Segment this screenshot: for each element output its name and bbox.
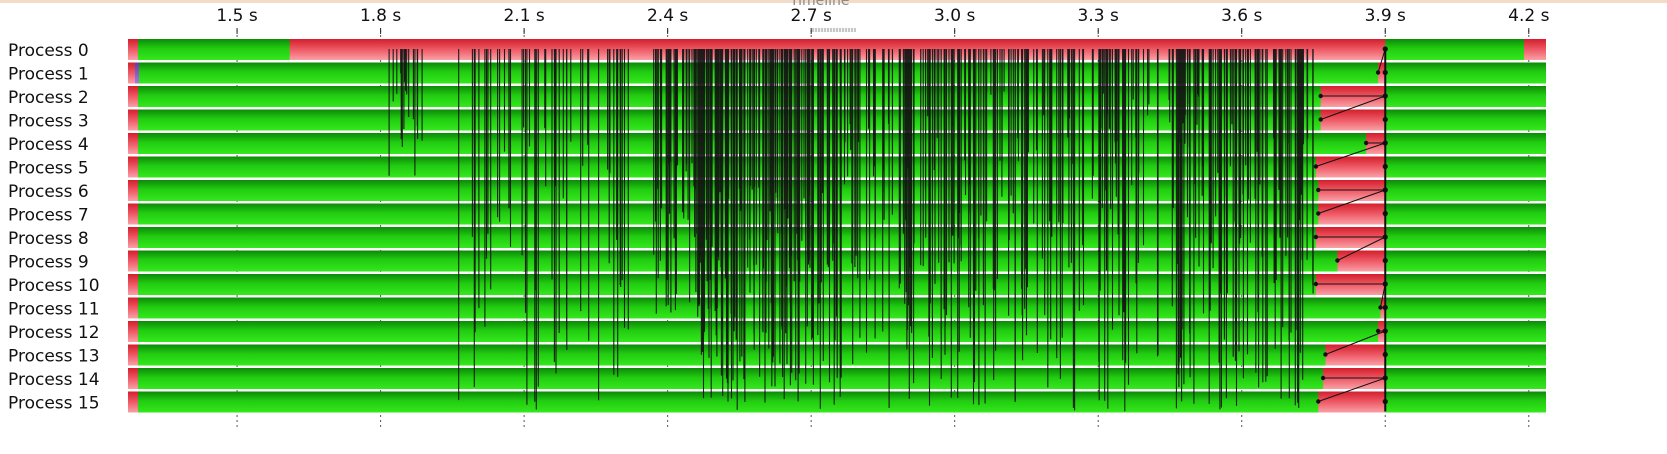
startup-wait-state [128, 227, 138, 248]
sync-dot [1313, 281, 1319, 287]
sync-dot [1375, 328, 1381, 334]
panel-title: Timeline [790, 0, 850, 9]
panel-drag-handle[interactable] [812, 28, 856, 32]
final-wait-state [1337, 250, 1386, 272]
message-line [388, 49, 1314, 412]
final-wait-state [1318, 203, 1386, 225]
axis-tick-label: 2.4 s [647, 6, 688, 26]
sync-dot [1323, 352, 1328, 357]
axis-tick-label: 2.1 s [503, 6, 544, 26]
startup-wait-state [128, 391, 138, 413]
sync-dot [1375, 70, 1381, 75]
time-axis: 1.5 s 1.8 s 2.1 s 2.4 s 2.7 s 3.0 s 3.3 s 3.6 s… [216, 6, 1550, 34]
startup-wait-state [128, 86, 138, 107]
sync-dot [1313, 164, 1319, 169]
process-label: Process 3 [8, 112, 89, 132]
process-label: Process 15 [8, 394, 100, 414]
sync-dot [1316, 211, 1321, 216]
startup-wait-state [128, 250, 138, 272]
startup-wait-state [128, 368, 138, 389]
sync-dot [1382, 257, 1388, 264]
init-state [135, 62, 139, 84]
process-row[interactable] [128, 391, 1546, 413]
final-wait-state [1318, 391, 1386, 413]
sync-dot [1316, 187, 1321, 193]
startup-wait-state [128, 297, 138, 319]
process-label: Process 13 [8, 347, 100, 367]
sync-dot [1382, 351, 1388, 358]
startup-wait-state [128, 203, 138, 225]
startup-wait-state [128, 321, 138, 342]
startup-wait-state [128, 62, 138, 84]
process-label: Process 9 [8, 253, 89, 273]
startup-wait-state [128, 133, 138, 154]
process-label: Process 8 [8, 229, 89, 249]
startup-wait-state [128, 156, 138, 178]
axis-tick-label: 3.0 s [934, 6, 975, 26]
sync-dot [1363, 140, 1369, 146]
sync-dot [1320, 375, 1326, 381]
final-sync-lines [1313, 46, 1388, 412]
axis-tick-label: 3.3 s [1078, 6, 1119, 26]
process-label: Process 2 [8, 88, 89, 108]
process-label: Process 1 [8, 65, 89, 85]
startup-wait-state [128, 109, 138, 131]
process-label: Process 11 [8, 300, 100, 320]
process-label: Process 0 [8, 41, 89, 61]
startup-wait-state [128, 344, 138, 366]
startup-wait-state [128, 274, 138, 295]
sync-dot [1378, 305, 1383, 310]
sync-line [1377, 48, 1386, 73]
process-label: Process 10 [8, 276, 100, 296]
running-state [128, 368, 1546, 389]
sync-line [1315, 142, 1386, 167]
sync-line [1318, 189, 1386, 214]
process-label: Process 6 [8, 182, 89, 202]
sync-dot [1382, 116, 1388, 123]
process-label: Process 5 [8, 159, 89, 179]
sync-dot [1382, 398, 1388, 405]
process-label: Process 12 [8, 323, 100, 343]
sync-line [1318, 377, 1386, 402]
process-label: Process 14 [8, 370, 100, 390]
sync-dot [1382, 69, 1388, 76]
startup-wait-state [128, 180, 138, 201]
final-wait-state [1325, 344, 1386, 366]
message-lines [388, 49, 1314, 412]
running-state [128, 391, 1546, 413]
axis-tick-label: 3.6 s [1221, 6, 1262, 26]
sync-dot [1382, 163, 1388, 170]
sync-dot [1313, 234, 1319, 240]
panel-top-border [0, 0, 1667, 3]
axis-tick-label: 3.9 s [1365, 6, 1406, 26]
final-wait-state [1320, 109, 1386, 131]
axis-tick-label: 4.2 s [1508, 6, 1549, 26]
sync-line [1320, 95, 1386, 120]
sync-line [1379, 283, 1386, 308]
sync-dot [1318, 93, 1323, 99]
sync-line [1325, 330, 1386, 355]
final-wait-state [1315, 156, 1386, 178]
wait-state [1523, 39, 1546, 60]
sync-dot [1382, 46, 1388, 52]
final-wait-state [1378, 62, 1386, 84]
sync-dot [1316, 399, 1321, 404]
process-label: Process 7 [8, 206, 89, 226]
sync-line [1337, 236, 1386, 261]
process-labels: Process 0 Process 1 Process 2 Process 3 Proc… [8, 41, 100, 414]
axis-tick-label: 1.8 s [360, 6, 401, 26]
sync-dot [1318, 117, 1323, 122]
axis-tick-label: 1.5 s [216, 6, 257, 26]
sync-dot [1382, 210, 1388, 217]
axis-tick-label: 2.7 s [791, 6, 832, 26]
startup-wait-state [128, 39, 138, 60]
sync-dot [1382, 304, 1388, 311]
process-label: Process 4 [8, 135, 89, 155]
sync-dot [1335, 258, 1340, 263]
